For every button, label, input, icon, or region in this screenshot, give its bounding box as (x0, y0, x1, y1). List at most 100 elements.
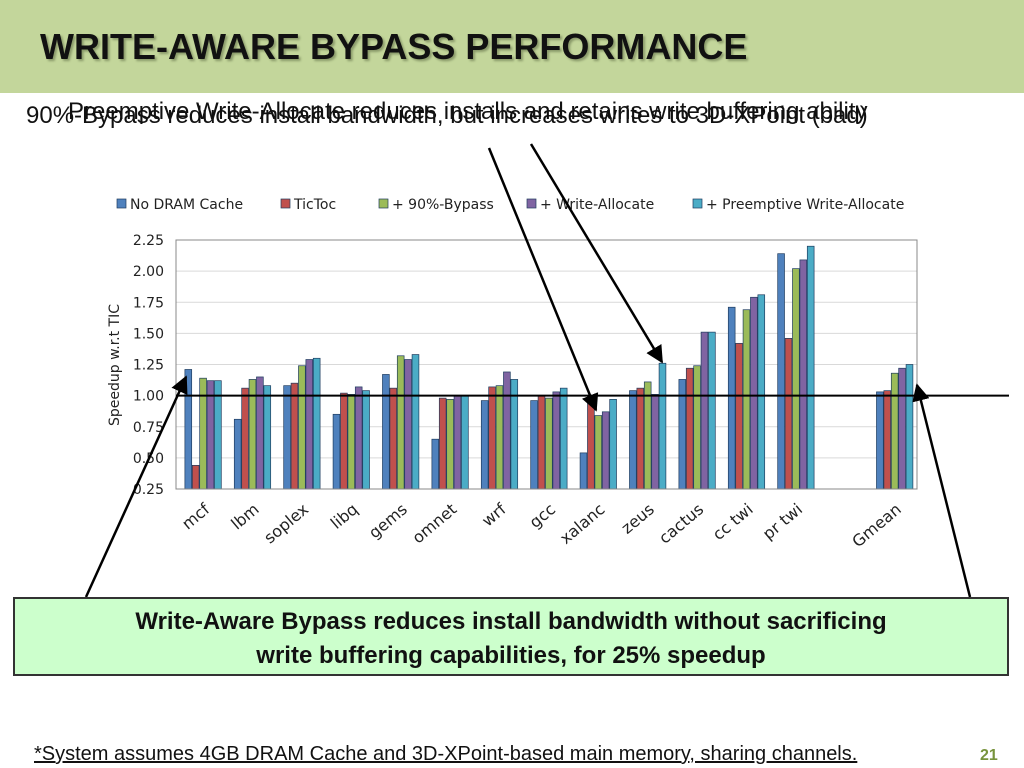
y-tick-label: 2.25 (133, 233, 164, 249)
bar (727, 306, 736, 490)
bar (777, 253, 785, 490)
bar (241, 387, 249, 490)
bar (609, 399, 617, 490)
bar (552, 391, 561, 490)
bar (594, 415, 603, 490)
bar (898, 367, 906, 490)
bar (742, 309, 751, 490)
arrow-to-gmean (912, 383, 972, 598)
bar (792, 268, 800, 490)
arrow-to-mcf (84, 375, 188, 598)
callout-line-2: write buffering capabilities, for 25% sp… (256, 642, 766, 669)
bar (354, 386, 363, 490)
arrow-to-xalanc (487, 147, 599, 412)
bar (876, 391, 884, 490)
bar (750, 296, 758, 490)
bar (283, 385, 291, 490)
bar (708, 331, 716, 490)
y-tick-label: 2.00 (133, 264, 164, 280)
x-tick-label: soplex (260, 500, 312, 548)
bar (332, 413, 341, 490)
bar (396, 355, 405, 490)
x-tick-label: wrf (478, 499, 510, 530)
bar (735, 342, 743, 490)
bar (312, 357, 321, 490)
bar (263, 385, 272, 490)
y-tick-label: 0.75 (133, 420, 164, 436)
bar (184, 369, 193, 490)
bar (799, 259, 808, 490)
legend-label: No DRAM Cache (130, 197, 243, 213)
bar (256, 376, 264, 490)
y-tick-label: 1.75 (133, 295, 164, 311)
bar (233, 418, 242, 490)
bar (693, 365, 701, 490)
bar (629, 390, 637, 490)
bar (537, 395, 546, 490)
x-tick-label: libq (327, 500, 362, 533)
bar (206, 380, 215, 490)
bar (446, 399, 454, 490)
x-tick-label: gcc (526, 500, 559, 532)
x-tick-label: pr twi (759, 500, 806, 544)
bar (290, 382, 299, 490)
bar (347, 394, 356, 490)
y-tick-label: 1.25 (133, 358, 164, 374)
bar (411, 354, 420, 490)
bar (658, 362, 667, 490)
chart-legend: No DRAM Cache TicToc + 90%-Bypass + Write-A… (116, 197, 904, 213)
bar (806, 245, 815, 490)
title-bar (0, 0, 1024, 93)
legend-swatch (692, 198, 703, 209)
y-tick-label: 1.50 (133, 326, 164, 342)
annotation-arrows (84, 143, 972, 598)
bar (587, 400, 595, 490)
legend-swatch (378, 198, 389, 209)
bar (651, 394, 659, 490)
bar (362, 390, 370, 490)
legend-label: + Write-Allocate (540, 197, 654, 213)
bar (389, 387, 398, 490)
footnote: *System assumes 4GB DRAM Cache and 3D-XP… (34, 743, 858, 765)
bar (890, 372, 899, 490)
y-axis-label: Speedup w.r.t TIC (107, 304, 123, 426)
arrow-to-zeus (529, 143, 664, 364)
bar (784, 338, 793, 490)
bar (601, 411, 610, 490)
bar (636, 387, 645, 490)
bar (382, 374, 390, 490)
bar (530, 400, 538, 490)
x-tick-label: Gmean (848, 500, 904, 552)
x-tick-label: gems (365, 500, 411, 543)
chart-bars (184, 245, 914, 490)
bar (461, 395, 469, 490)
preemptive-annotation-text: Preemptive Write-Allocate reduces instal… (68, 98, 868, 125)
x-tick-label: xalanc (556, 500, 608, 548)
legend-swatch (280, 198, 291, 209)
bar (700, 331, 709, 490)
bar (438, 397, 447, 490)
bar (191, 464, 200, 490)
bar (340, 392, 348, 490)
bar (883, 390, 892, 490)
x-tick-label: zeus (618, 500, 658, 538)
x-tick-label: lbm (227, 500, 262, 534)
legend-label: TicToc (293, 197, 336, 213)
bar (488, 386, 496, 490)
legend-label: + 90%-Bypass (392, 197, 494, 213)
plot-border (175, 239, 918, 490)
page-number: 21 (980, 747, 998, 764)
bar (453, 395, 462, 490)
bar (545, 397, 553, 490)
bar (305, 359, 314, 490)
x-tick-label: omnet (408, 500, 460, 548)
bar (559, 387, 568, 490)
legend-swatch (526, 198, 537, 209)
bar (685, 367, 694, 490)
bar (905, 364, 914, 490)
legend-swatch (116, 198, 127, 209)
x-tick-label: cc twi (709, 500, 757, 544)
bar (480, 400, 489, 490)
bypass-annotation-text: 90%-Bypass reduces install bandwidth, bu… (26, 102, 868, 129)
bar (404, 359, 412, 490)
